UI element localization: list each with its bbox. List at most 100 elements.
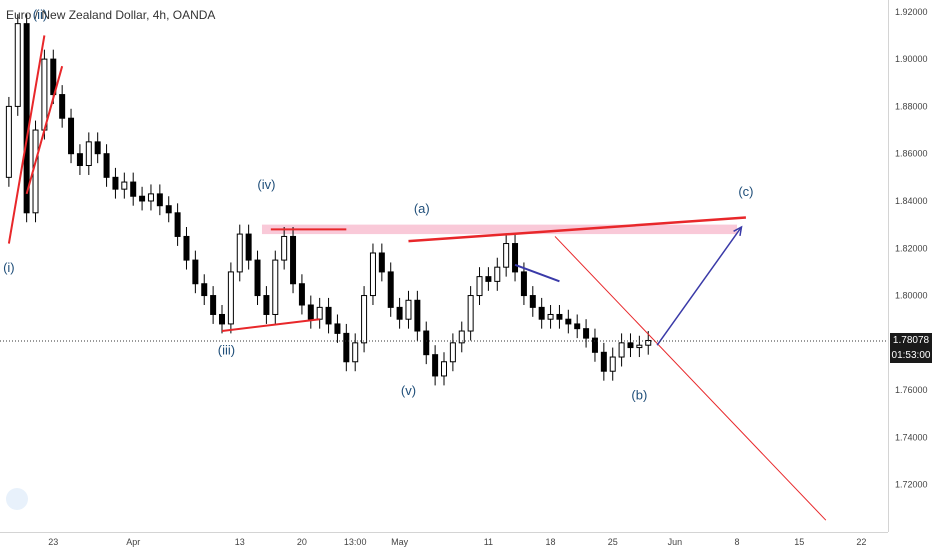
candle-body [290, 235, 297, 285]
price-tick-label: 1.84000 [895, 196, 928, 206]
candle-body [378, 252, 385, 273]
trendline-descending [554, 236, 827, 521]
trendline-wave-ii [25, 65, 64, 195]
price-tick-label: 1.90000 [895, 54, 928, 64]
trendline-minor [514, 263, 560, 283]
price-tick-label: 1.92000 [895, 7, 928, 17]
candle-body [467, 295, 474, 332]
candle-body [165, 205, 172, 214]
candle-body [139, 195, 146, 202]
last-price-badge: 1.78078 [890, 333, 932, 348]
candle-body [343, 332, 350, 363]
candle-body [609, 356, 616, 372]
candle-body [538, 306, 545, 320]
candle-body [272, 259, 279, 315]
wave-label: (c) [738, 184, 753, 199]
candle-body [183, 235, 190, 261]
candle-body [298, 283, 305, 306]
candle-body [156, 193, 163, 207]
candle-body [103, 153, 110, 178]
candle-body [369, 252, 376, 297]
wave-label: (v) [401, 383, 416, 398]
candle-body [334, 323, 341, 334]
wave-label: (b) [631, 388, 647, 403]
time-tick-label: 11 [484, 537, 493, 547]
candle-body [147, 193, 154, 202]
wave-label: (i) [3, 260, 15, 275]
price-tick-label: 1.72000 [895, 480, 928, 490]
candle-body [14, 23, 21, 107]
candle-body [458, 330, 465, 344]
time-tick-label: 8 [735, 537, 740, 547]
candle-body [174, 212, 181, 237]
candle-body [130, 181, 137, 197]
candle-body [387, 271, 394, 308]
candle-body [591, 337, 598, 353]
candle-body [219, 313, 225, 325]
price-axis[interactable]: 1.92000 1.90000 1.88000 1.86000 1.84000 1.820… [888, 0, 932, 532]
candle-body [547, 313, 554, 320]
candle-body [192, 259, 199, 285]
candle-body [476, 276, 483, 297]
time-tick-label: 18 [546, 537, 556, 547]
candle-body [485, 276, 492, 282]
candle-body [449, 342, 456, 363]
candle-body [556, 313, 563, 320]
candle-body [227, 271, 234, 325]
candle-body [396, 306, 403, 320]
candle-body [76, 153, 83, 167]
candle-body [636, 344, 643, 349]
time-tick-label: Apr [126, 537, 140, 547]
price-tick-label: 1.88000 [895, 101, 928, 111]
wave-label: (iii) [218, 343, 235, 358]
resistance-zone [261, 224, 738, 235]
time-tick-label: May [391, 537, 409, 547]
candle-body [68, 117, 75, 155]
trendline-channel-top [408, 216, 747, 243]
candle-body [316, 306, 323, 320]
time-tick-label: 15 [794, 537, 804, 547]
time-tick-label: 23 [48, 537, 58, 547]
candle-body [263, 295, 270, 315]
candle-body [423, 330, 430, 356]
trendline-wave-i [7, 35, 46, 244]
candle-body [600, 351, 607, 372]
candle-body [85, 141, 92, 167]
candle-body [512, 243, 519, 273]
candle-body [59, 94, 66, 119]
candle-body [503, 243, 510, 268]
candle-body [574, 323, 581, 330]
candle-body [352, 342, 359, 363]
time-tick-label: 20 [297, 537, 307, 547]
candle-body [618, 342, 625, 358]
candle-body [210, 295, 217, 315]
wave-label: (a) [414, 201, 430, 216]
time-axis-labels: 23 Apr 13 20 13:00 May 11 18 25 Jun 8 15 22 [48, 537, 866, 547]
candle-body [583, 328, 590, 339]
candle-body [520, 271, 527, 297]
candle-body [254, 259, 261, 297]
tradingview-logo-icon[interactable] [6, 488, 28, 510]
price-chart[interactable]: (i) (ii) (iii) (iv) (v) (a) (b) (c) [0, 0, 888, 532]
candle-body [441, 361, 447, 377]
time-tick-label: 25 [608, 537, 618, 547]
wave-label: (iv) [257, 177, 275, 192]
candle-body [494, 266, 501, 282]
projection-arrow-head [733, 225, 743, 236]
time-axis[interactable]: 23 Apr 13 20 13:00 May 11 18 25 Jun 8 15 22 [0, 532, 888, 551]
candle-body [414, 299, 421, 332]
candle-body [201, 283, 208, 297]
candle-body [236, 233, 243, 273]
chart-title: Euro / New Zealand Dollar, 4h, OANDA [6, 8, 216, 22]
candle-body [361, 295, 368, 344]
candle-body [112, 176, 119, 190]
candle-body [281, 235, 288, 261]
candle-body [432, 354, 439, 377]
candle-body [627, 342, 634, 349]
trendline-wave-iii [221, 318, 320, 333]
price-tick-label: 1.74000 [895, 432, 928, 442]
candle-body [23, 23, 30, 214]
time-tick-label: 13:00 [344, 537, 367, 547]
time-tick-label: 22 [856, 537, 866, 547]
projection-arrow [656, 226, 743, 346]
